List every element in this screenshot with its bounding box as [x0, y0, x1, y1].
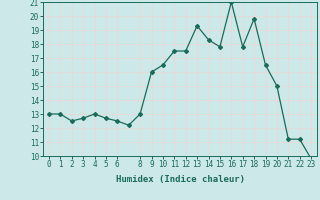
- X-axis label: Humidex (Indice chaleur): Humidex (Indice chaleur): [116, 175, 244, 184]
